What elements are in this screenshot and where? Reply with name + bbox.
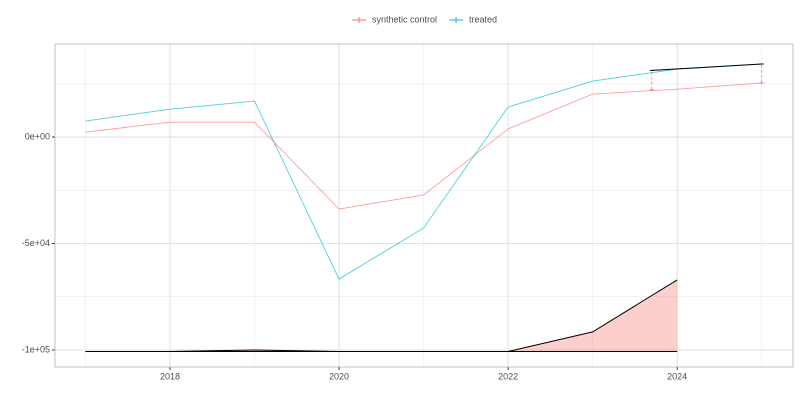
y-tick-label: -1e+05 xyxy=(22,344,50,354)
series-line xyxy=(85,82,762,210)
panel-border xyxy=(54,43,794,368)
gap-marker-line xyxy=(651,63,762,71)
gap-area xyxy=(85,279,678,352)
x-tick-label: 2024 xyxy=(667,371,687,381)
x-tick-label: 2018 xyxy=(160,371,180,381)
legend-marker xyxy=(453,17,460,23)
x-tick-label: 2020 xyxy=(329,371,349,381)
y-tick-label: 0e+00 xyxy=(25,131,50,141)
y-tick-label: -5e+04 xyxy=(22,238,50,248)
legend-label: treated xyxy=(469,14,497,24)
legend-label: synthetic control xyxy=(372,14,437,24)
legend-marker xyxy=(356,17,362,23)
x-tick-label: 2022 xyxy=(498,371,518,381)
series-line xyxy=(85,63,762,280)
